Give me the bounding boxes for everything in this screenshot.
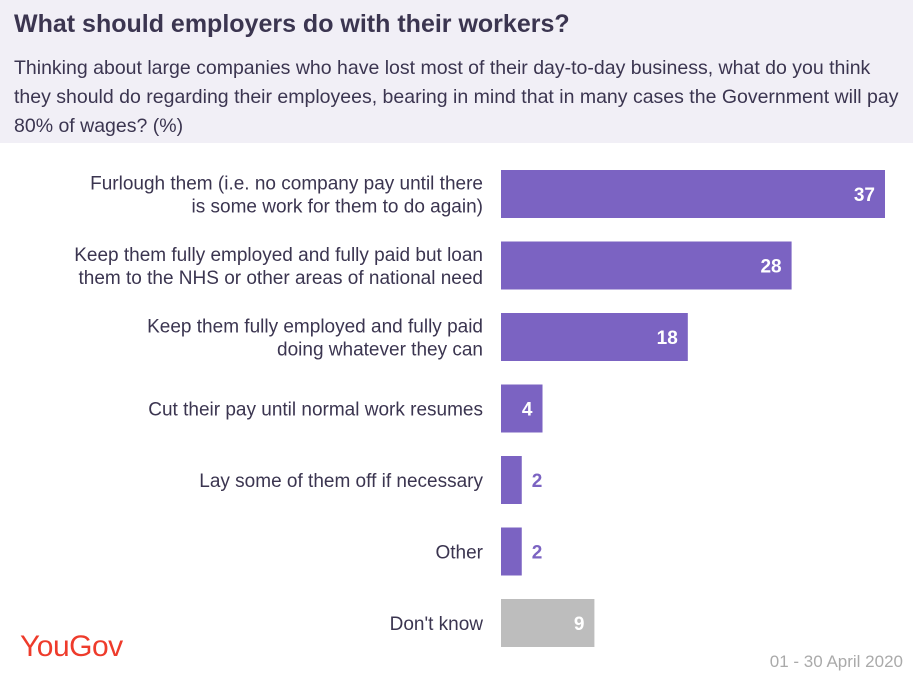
bar-row: Don't know 9 — [390, 599, 595, 647]
bar-chart: Furlough them (i.e. no company pay until… — [74, 170, 885, 647]
value-label: 4 — [522, 400, 533, 421]
category-label: Cut their pay until normal work resumes — [148, 400, 483, 421]
bar — [501, 527, 522, 576]
chart-subtitle: Thinking about large companies who have … — [14, 57, 899, 137]
bar-row: Lay some of them off if necessary 2 — [199, 456, 542, 504]
bar — [501, 599, 595, 647]
category-label: Other — [435, 543, 483, 564]
category-label: Lay some of them off if necessary — [199, 471, 483, 492]
header-panel: What should employers do with their work… — [0, 0, 913, 143]
category-label: Keep them fully employed and fully paid d… — [147, 317, 483, 361]
bar — [501, 456, 522, 504]
bar-row: Keep them fully employed and fully paid … — [74, 241, 792, 290]
survey-date: 01 - 30 April 2020 — [769, 652, 903, 671]
bar-row: Other 2 — [435, 527, 543, 576]
category-label: Furlough them (i.e. no company pay until… — [90, 174, 483, 218]
yougov-logo: YouGov — [20, 630, 123, 663]
bar-row: Cut their pay until normal work resumes 4 — [148, 384, 543, 433]
chart-title: What should employers do with their work… — [14, 10, 570, 38]
value-label: 18 — [657, 328, 678, 349]
bar — [501, 313, 688, 361]
bar — [501, 384, 543, 433]
category-label: Don't know — [390, 614, 484, 635]
value-label: 9 — [574, 614, 585, 635]
value-label: 37 — [854, 185, 875, 206]
bar-row: Keep them fully employed and fully paid d… — [147, 313, 688, 361]
value-label: 2 — [532, 471, 543, 492]
bar — [501, 170, 885, 218]
category-label: Keep them fully employed and fully paid … — [74, 245, 483, 289]
value-label: 28 — [760, 257, 781, 278]
bar — [501, 241, 792, 290]
bar-row: Furlough them (i.e. no company pay until… — [90, 170, 885, 218]
value-label: 2 — [532, 543, 543, 564]
